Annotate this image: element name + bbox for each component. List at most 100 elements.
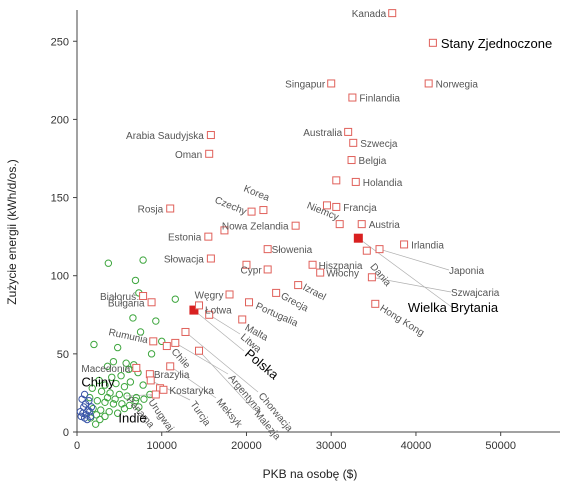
middle-income-marker — [135, 403, 143, 411]
rich-country-marker — [349, 138, 358, 147]
country-label: Finlandia — [359, 94, 400, 105]
middle-income-marker — [101, 381, 109, 389]
rich-country-marker — [375, 245, 384, 254]
leader-line — [170, 366, 217, 399]
middle-income-marker — [97, 387, 106, 396]
middle-income-marker — [90, 340, 98, 349]
middle-income-marker — [88, 384, 96, 392]
middle-income-marker — [171, 295, 179, 303]
low-income-marker — [86, 412, 95, 421]
middle-income-marker — [91, 420, 100, 428]
middle-income-marker — [117, 372, 125, 380]
country-label: Cypr — [241, 265, 263, 276]
country-label: Oman — [175, 150, 202, 161]
rich-country-marker — [242, 260, 251, 269]
rich-country-marker — [259, 206, 268, 215]
rich-country-marker — [357, 220, 366, 229]
country-label: Rosja — [138, 204, 164, 215]
country-label: Izrael — [301, 282, 328, 303]
rich-country-marker — [291, 221, 300, 230]
y-tick-label: 200 — [51, 114, 69, 126]
middle-income-marker — [140, 395, 148, 403]
rich-country-marker — [322, 201, 331, 210]
country-label: Grecja — [279, 291, 311, 315]
rich-country-marker — [206, 254, 215, 263]
country-label: Meksyk — [214, 397, 245, 431]
low-income-marker — [86, 407, 94, 416]
y-tick-label: 250 — [51, 36, 69, 48]
highlighted-country-marker — [189, 305, 199, 315]
middle-income-marker — [124, 365, 133, 374]
country-label: Hiszpania — [319, 261, 363, 272]
middle-income-marker — [113, 343, 122, 352]
leader-line — [209, 314, 241, 335]
middle-income-marker — [103, 393, 112, 402]
x-tick-label: 50000 — [485, 440, 516, 452]
rich-country-marker — [162, 342, 171, 351]
middle-income-marker — [139, 381, 147, 389]
middle-income-marker — [105, 407, 113, 416]
rich-country-marker — [351, 177, 360, 186]
leader-line — [371, 276, 452, 293]
axes-layer: 0 10000 20000 30000 40000 50000 0 50 100 150 200 25… — [51, 10, 560, 452]
data-points — [76, 9, 437, 428]
middle-income-marker — [131, 397, 140, 405]
rich-country-marker — [263, 265, 272, 274]
y-tick-label: 0 — [63, 427, 69, 439]
country-label: Belgia — [359, 156, 387, 167]
middle-income-marker — [111, 395, 119, 403]
country-label: Szwecja — [360, 139, 398, 150]
country-label: Norwegia — [436, 79, 479, 90]
rich-country-marker — [166, 362, 175, 371]
country-label: Węgry — [195, 290, 224, 301]
rich-country-marker — [400, 240, 409, 249]
rich-country-marker — [225, 290, 234, 299]
rich-country-marker — [347, 156, 356, 165]
middle-income-marker — [96, 415, 104, 424]
y-axis-title: Zużycie energii (kWh/d/os.) — [5, 159, 19, 304]
middle-income-marker — [115, 390, 124, 399]
country-label: Francja — [343, 203, 377, 214]
rich-country-marker — [151, 390, 160, 399]
group-annotation: Chiny — [81, 375, 115, 390]
x-axis-title: PKB na osobę ($) — [263, 467, 358, 481]
rich-country-marker — [335, 220, 344, 229]
leader-line — [150, 380, 191, 401]
rich-country-marker — [147, 298, 156, 307]
middle-income-marker — [108, 373, 116, 381]
rich-country-marker — [166, 204, 175, 213]
rich-country-marker — [238, 315, 247, 324]
country-label: Estonia — [168, 233, 202, 244]
leader-lines — [125, 237, 454, 411]
middle-income-marker — [158, 337, 166, 346]
rich-country-marker — [344, 127, 353, 136]
middle-income-marker — [123, 392, 131, 400]
rich-country-marker — [205, 310, 214, 319]
group-annotation: Indie — [118, 411, 146, 426]
middle-income-marker — [131, 276, 140, 285]
rich-country-marker — [388, 9, 397, 18]
rich-country-marker — [149, 337, 158, 346]
country-label: Australia — [303, 128, 342, 139]
country-label: Nowa Zelandia — [222, 222, 289, 233]
leader-line — [358, 237, 454, 309]
rich-country-marker — [220, 226, 229, 235]
middle-income-marker — [95, 376, 103, 385]
middle-income-marker — [136, 328, 145, 336]
middle-income-marker — [113, 409, 122, 417]
country-label: Kostaryka — [169, 386, 214, 397]
middle-income-marker — [109, 357, 118, 366]
country-label: Bułgaria — [108, 298, 145, 309]
middle-income-marker — [120, 404, 129, 413]
country-label: Korea — [242, 184, 271, 204]
low-income-marker — [76, 407, 85, 416]
middle-income-marker — [112, 379, 120, 388]
country-label: Turcja — [188, 399, 213, 428]
country-label: Irlandia — [411, 240, 444, 251]
rich-country-marker — [204, 232, 213, 241]
middle-income-marker — [120, 382, 129, 391]
rich-country-marker — [139, 292, 148, 301]
rich-country-marker — [181, 327, 190, 336]
y-tick-label: 50 — [57, 349, 69, 361]
